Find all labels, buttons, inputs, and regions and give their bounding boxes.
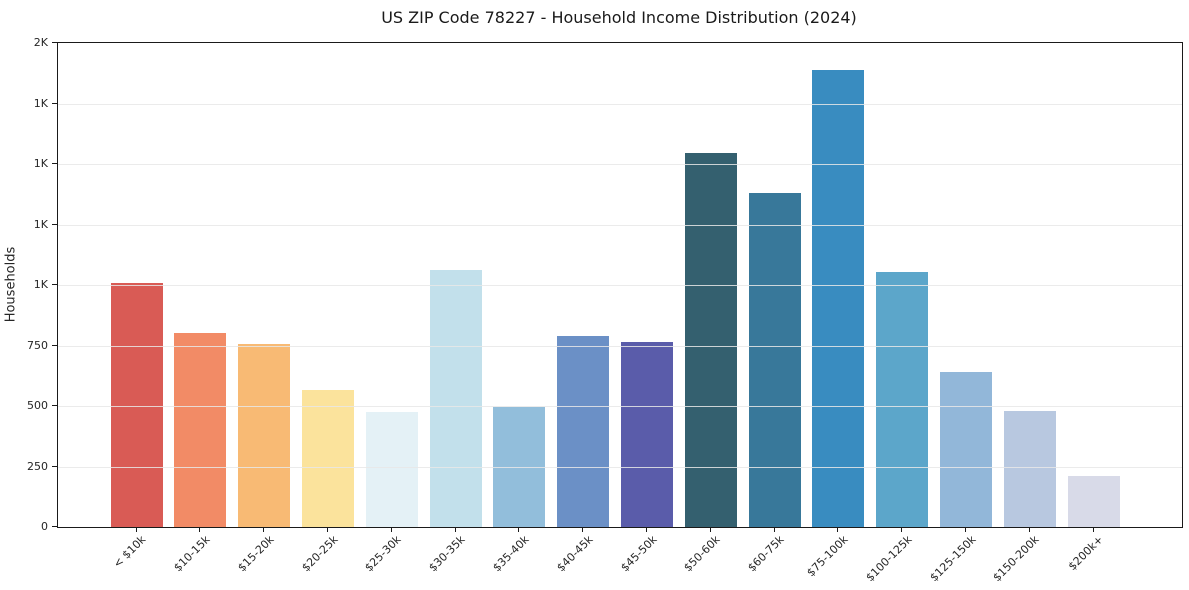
x-axis-tick — [773, 527, 775, 532]
x-axis-tick-label: $45-50k — [617, 533, 660, 575]
gridline — [58, 164, 1182, 165]
gridline — [58, 103, 1182, 105]
y-axis-tick — [52, 223, 57, 225]
x-axis-tick-label: $10-15k — [171, 533, 213, 575]
y-axis-tick-label: 1K — [33, 96, 48, 110]
x-axis-tick-label: < $10k — [111, 533, 149, 571]
plot-area — [57, 42, 1183, 528]
y-axis-tick-label: 250 — [27, 459, 48, 473]
bar — [174, 333, 227, 527]
x-axis-tick — [135, 527, 137, 532]
x-axis-tick — [709, 527, 711, 532]
y-axis-tick — [52, 526, 57, 527]
chart-title: US ZIP Code 78227 - Household Income Dis… — [381, 8, 857, 27]
x-axis-tick — [326, 527, 328, 532]
x-axis-tick — [518, 527, 520, 532]
x-axis-tick-label: $35-40k — [490, 533, 532, 575]
x-axis-tick — [1028, 527, 1030, 532]
y-axis-tick-label: 0 — [41, 520, 48, 533]
x-axis-tick — [901, 527, 903, 532]
y-axis-tick — [52, 102, 57, 104]
bar — [1067, 476, 1120, 527]
bar — [1003, 411, 1056, 527]
bar — [238, 344, 291, 527]
x-axis-tick — [645, 527, 647, 532]
y-axis-tick-label: 1K — [33, 217, 48, 231]
x-axis-tick-label: $100-125k — [863, 533, 915, 585]
bar — [812, 70, 865, 527]
x-axis-tick — [390, 527, 392, 532]
bar — [939, 372, 992, 527]
bar — [620, 342, 673, 527]
y-axis-tick — [52, 163, 57, 164]
x-axis-tick-label: $25-30k — [362, 533, 404, 575]
x-axis-tick-label: $30-35k — [426, 533, 468, 575]
x-axis-tick — [199, 527, 201, 532]
y-axis-tick — [52, 344, 57, 346]
bar — [365, 412, 418, 527]
x-axis-tick — [837, 527, 839, 532]
y-axis-tick — [52, 42, 57, 43]
y-axis-tick-label: 500 — [27, 399, 48, 412]
x-axis-tick-label: $40-45k — [554, 533, 596, 575]
bar — [684, 153, 737, 527]
x-axis-tick-label: $50-60k — [681, 533, 723, 575]
bar — [301, 390, 354, 527]
bar — [110, 283, 163, 527]
gridline — [58, 466, 1182, 468]
x-axis-tick-label: $20-25k — [298, 533, 341, 575]
y-axis-tick — [52, 465, 57, 467]
gridline — [58, 345, 1182, 347]
y-axis-tick-label: 750 — [27, 338, 48, 352]
bar — [748, 193, 801, 527]
gridline — [58, 285, 1182, 286]
bar — [429, 270, 482, 527]
y-axis-tick-label: 1K — [33, 278, 48, 291]
bar — [876, 272, 929, 527]
x-axis-tick-label: $15-20k — [235, 533, 277, 575]
y-axis-tick — [52, 405, 57, 406]
x-axis-tick-label: $75-100k — [804, 533, 851, 580]
gridline — [58, 406, 1182, 407]
gridline — [58, 224, 1182, 226]
y-axis-tick-label: 1K — [33, 157, 48, 170]
x-axis-tick — [964, 527, 966, 532]
x-axis-tick-label: $60-75k — [745, 533, 787, 575]
x-axis-tick — [582, 527, 584, 532]
x-axis-tick — [1092, 527, 1094, 532]
x-axis-tick-label: $200k+ — [1065, 533, 1106, 574]
x-axis-tick — [263, 527, 265, 532]
bar — [557, 336, 610, 527]
y-axis-tick-label: 2K — [33, 36, 48, 49]
x-axis-tick — [454, 527, 456, 532]
x-axis-tick-label: $150-200k — [990, 533, 1042, 585]
x-axis-tick-label: $125-150k — [926, 533, 979, 585]
y-axis-tick — [52, 284, 57, 285]
